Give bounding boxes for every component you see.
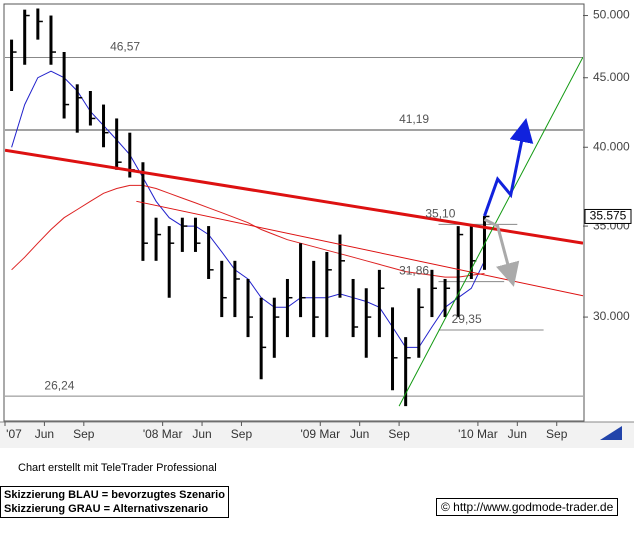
x-tick-label: '09 Mar: [300, 427, 340, 441]
trendline: [5, 148, 583, 245]
last-price-label: 35.575: [590, 209, 627, 223]
moving-average: [11, 184, 485, 278]
y-tick-label: 45.000: [593, 70, 630, 84]
x-tick-label: Jun: [35, 427, 54, 441]
scenario-arrow: [483, 118, 534, 217]
x-tick-label: '08 Mar: [143, 427, 183, 441]
scenario-legend: Skizzierung BLAU = bevorzugtes Szenario …: [0, 486, 229, 518]
x-axis-strip: [0, 422, 634, 448]
level-label: 26,24: [44, 378, 74, 392]
level-label: 29,35: [452, 312, 482, 326]
y-tick-label: 30.000: [593, 309, 630, 323]
x-tick-label: Sep: [388, 427, 410, 441]
x-tick-label: Jun: [508, 427, 527, 441]
y-tick-label: 50.000: [593, 8, 630, 22]
x-tick-label: '07: [6, 427, 22, 441]
level-label: 35,10: [425, 207, 455, 221]
plot-area: [5, 8, 583, 407]
y-tick-label: 40.000: [593, 139, 630, 153]
x-tick-label: '10 Mar: [458, 427, 498, 441]
x-tick-label: Sep: [73, 427, 95, 441]
x-tick-label: Jun: [350, 427, 369, 441]
x-tick-label: Sep: [231, 427, 253, 441]
x-tick-label: Sep: [546, 427, 568, 441]
last-price-box: [584, 208, 632, 224]
copyright[interactable]: © http://www.godmode-trader.de: [436, 498, 619, 516]
plot-frame: [3, 3, 585, 422]
legend-gray: Skizzierung GRAU = Alternativszenario: [4, 503, 209, 515]
level-label: 41,19: [399, 112, 429, 126]
credit: Chart erstellt mit TeleTrader Profession…: [18, 462, 217, 474]
legend-blue: Skizzierung BLAU = bevorzugtes Szenario: [4, 489, 225, 501]
x-tick-label: Jun: [192, 427, 211, 441]
level-label: 46,57: [110, 40, 140, 54]
level-label: 31,86: [399, 264, 429, 278]
scenario-arrow: [483, 218, 520, 287]
trendline: [398, 56, 583, 407]
corner-icon[interactable]: [600, 426, 622, 440]
